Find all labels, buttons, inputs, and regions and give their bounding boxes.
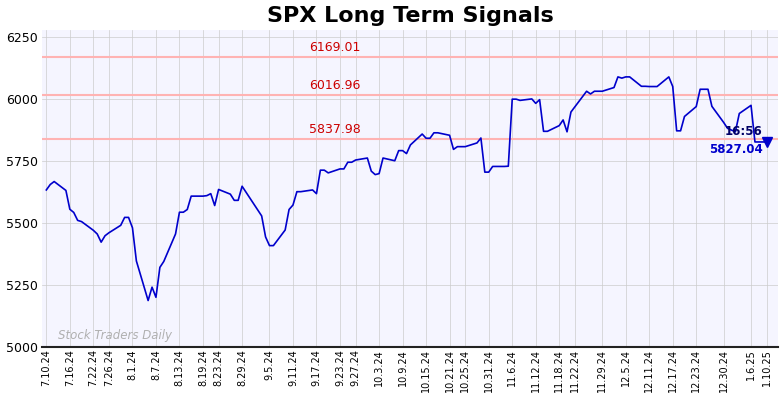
Text: 6016.96: 6016.96 bbox=[309, 79, 360, 92]
Text: 5827.04: 5827.04 bbox=[709, 143, 763, 156]
Title: SPX Long Term Signals: SPX Long Term Signals bbox=[267, 6, 554, 25]
Text: 5837.98: 5837.98 bbox=[309, 123, 361, 136]
Text: 6169.01: 6169.01 bbox=[309, 41, 360, 55]
Text: Stock Traders Daily: Stock Traders Daily bbox=[58, 329, 172, 342]
Text: 16:56: 16:56 bbox=[725, 125, 763, 137]
